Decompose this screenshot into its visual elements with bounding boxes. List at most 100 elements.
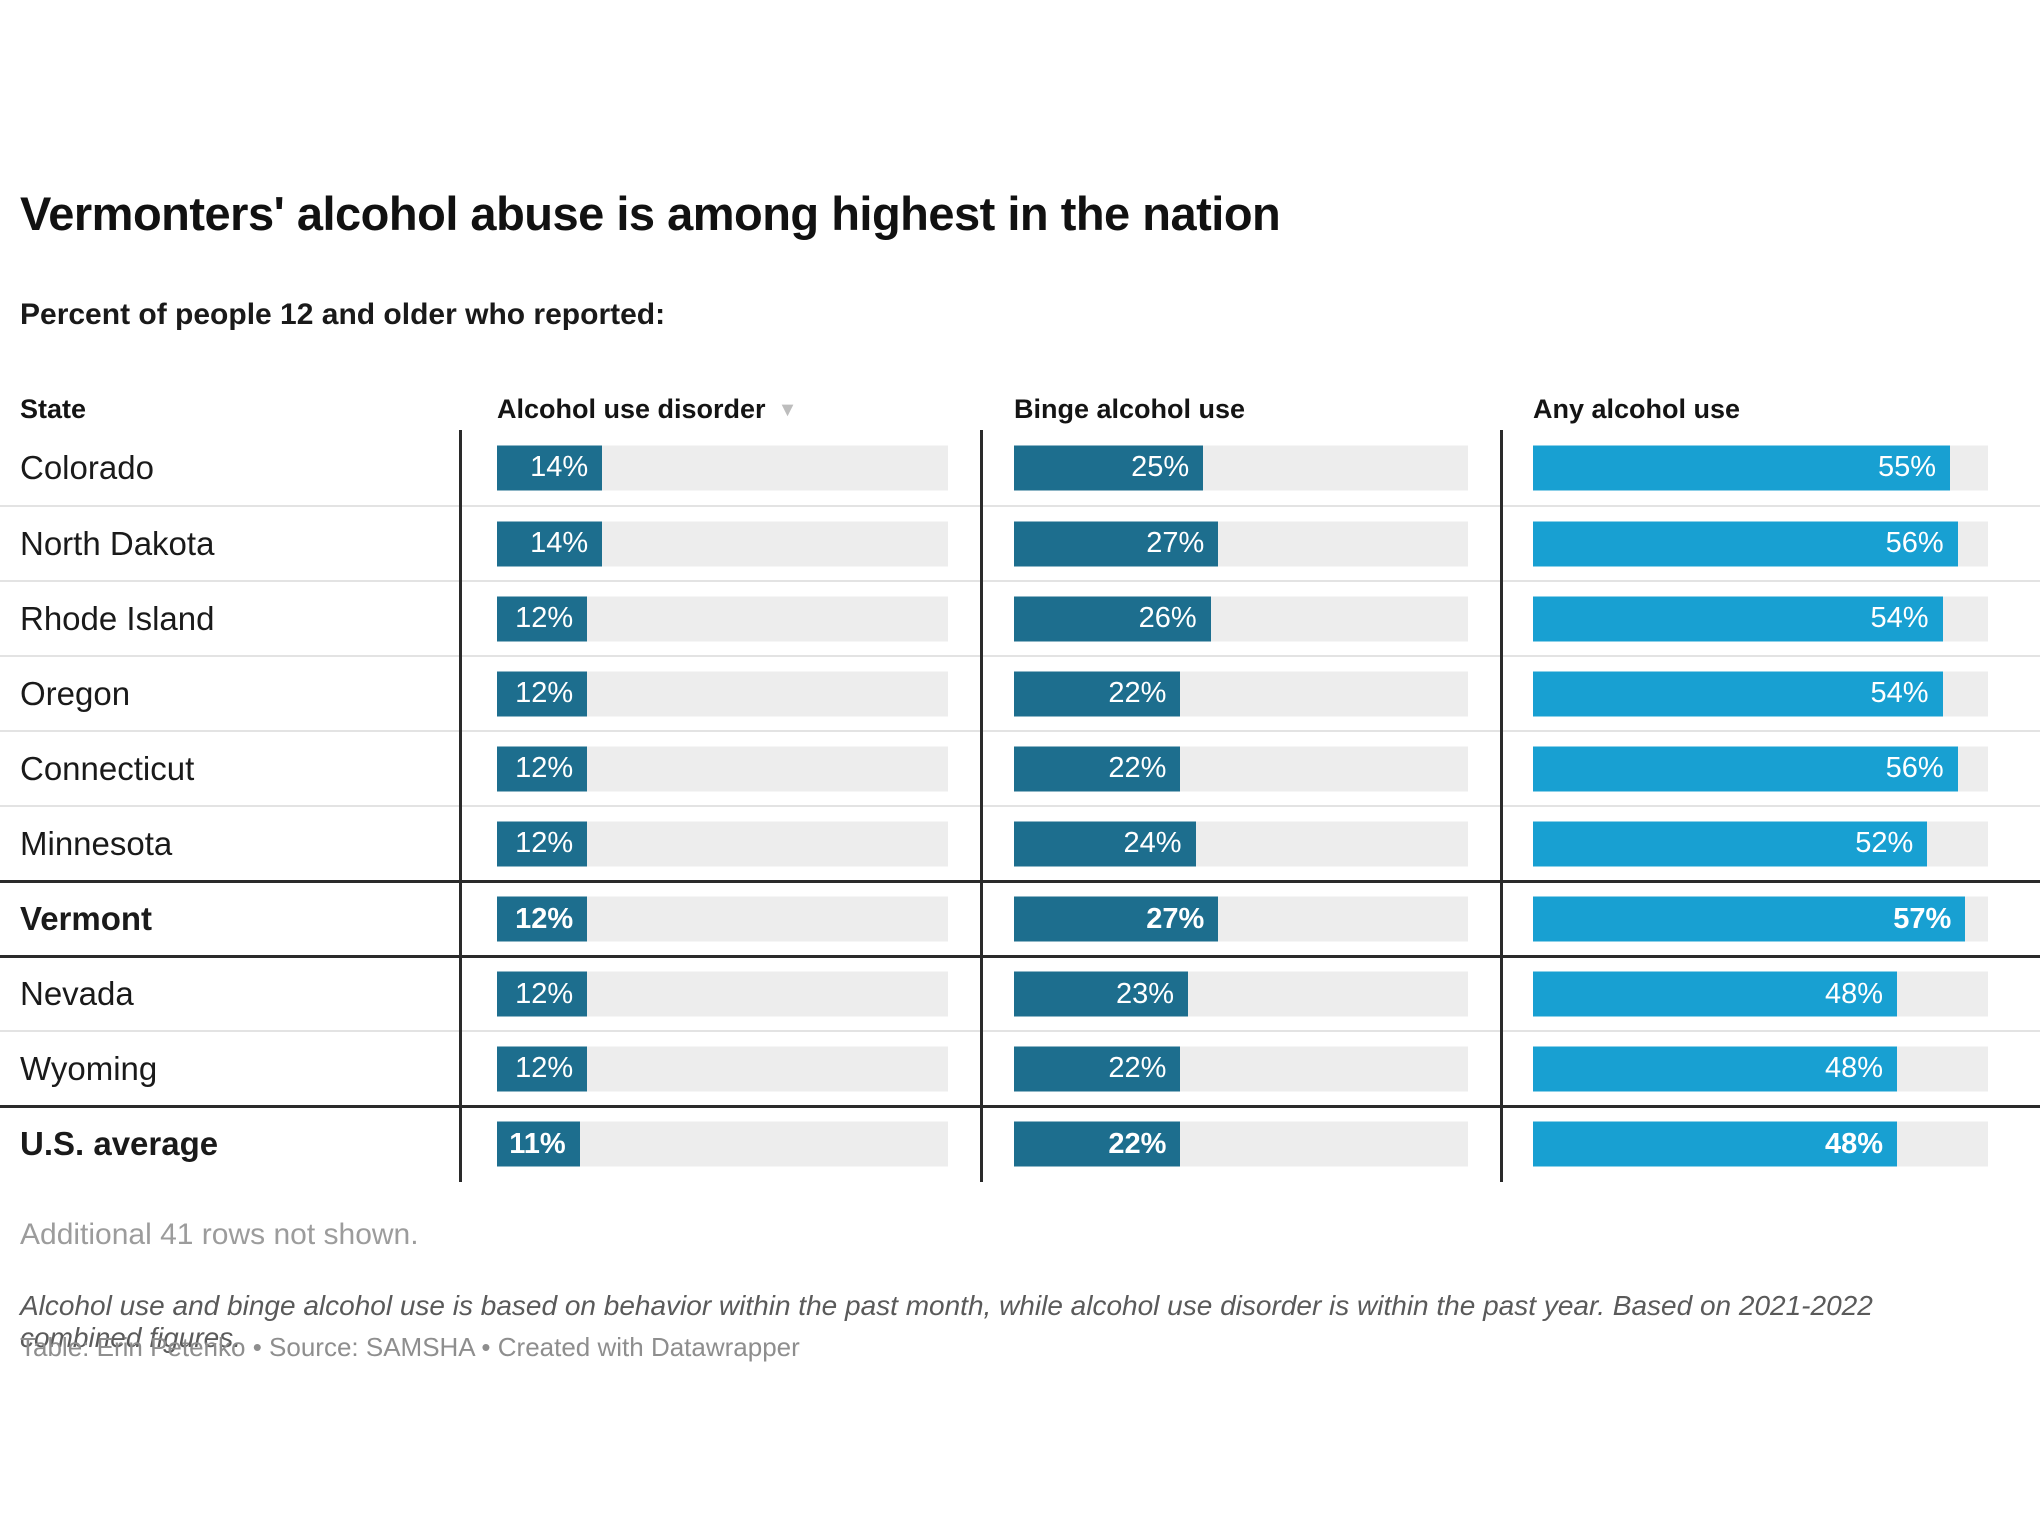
bar-binge-alcohol-use: 23% — [1014, 958, 1468, 1030]
bar-value-label: 24% — [1123, 827, 1182, 859]
bar-value-label: 22% — [1108, 1052, 1167, 1084]
state-label: Oregon — [20, 674, 131, 712]
table-row: U.S. average 11% 22% 48% — [0, 1105, 2040, 1180]
bar-binge-alcohol-use: 26% — [1014, 582, 1468, 655]
bar-fill: 11% — [497, 1121, 580, 1167]
bar-fill: 25% — [1014, 445, 1204, 490]
bar-track: 14% — [497, 445, 948, 490]
bar-fill: 26% — [1014, 596, 1211, 641]
column-header-alcohol-use-disorder[interactable]: Alcohol use disorder ▼ — [497, 394, 797, 425]
bar-track: 22% — [1014, 746, 1468, 791]
bar-value-label: 25% — [1131, 451, 1190, 483]
bar-track: 27% — [1014, 896, 1468, 942]
bar-any-alcohol-use: 48% — [1533, 958, 1988, 1030]
bar-alcohol-use-disorder: 12% — [497, 1032, 948, 1105]
bar-track: 14% — [497, 521, 948, 566]
bar-binge-alcohol-use: 22% — [1014, 657, 1468, 730]
bar-alcohol-use-disorder: 12% — [497, 732, 948, 805]
table-row: Colorado 14% 25% 55% — [0, 430, 2040, 505]
bar-fill: 57% — [1533, 896, 1966, 942]
column-divider-1 — [459, 430, 462, 1182]
bar-value-label: 27% — [1146, 527, 1205, 559]
bar-fill: 52% — [1533, 821, 1928, 866]
state-label: Wyoming — [20, 1049, 158, 1087]
bar-value-label: 56% — [1885, 752, 1944, 784]
bar-fill: 12% — [497, 671, 588, 716]
bar-track: 22% — [1014, 1046, 1468, 1091]
bar-value-label: 48% — [1824, 977, 1883, 1010]
bar-any-alcohol-use: 54% — [1533, 657, 1988, 730]
page-title: Vermonters' alcohol abuse is among highe… — [20, 187, 1281, 240]
table-row: Vermont 12% 27% 57% — [0, 880, 2040, 955]
bar-track: 23% — [1014, 971, 1468, 1017]
bar-value-label: 22% — [1108, 1127, 1167, 1160]
bar-fill: 54% — [1533, 596, 1943, 641]
bar-value-label: 23% — [1115, 977, 1175, 1010]
bar-alcohol-use-disorder: 14% — [497, 507, 948, 580]
bar-value-label: 12% — [515, 977, 574, 1010]
table-row: Wyoming 12% 22% 48% — [0, 1030, 2040, 1105]
bar-value-label: 55% — [1878, 451, 1937, 483]
bar-value-label: 22% — [1108, 752, 1167, 784]
bar-value-label: 48% — [1824, 1052, 1883, 1084]
bar-track: 27% — [1014, 521, 1468, 566]
footnote: Alcohol use and binge alcohol use is bas… — [20, 1290, 1873, 1353]
bar-binge-alcohol-use: 27% — [1014, 507, 1468, 580]
rows-not-shown-note: Additional 41 rows not shown. — [20, 1218, 419, 1251]
bar-value-label: 48% — [1824, 1127, 1883, 1160]
state-label: Connecticut — [20, 749, 195, 787]
column-header-state[interactable]: State — [20, 394, 87, 424]
bar-any-alcohol-use: 56% — [1533, 732, 1988, 805]
bar-track: 48% — [1533, 1046, 1988, 1091]
bar-value-label: 12% — [515, 602, 574, 634]
table-header-row: State Alcohol use disorder ▼ Binge alcoho… — [0, 394, 2040, 434]
state-label: U.S. average — [20, 1125, 219, 1162]
bar-fill: 14% — [497, 521, 603, 566]
bar-alcohol-use-disorder: 12% — [497, 807, 948, 880]
bar-fill: 48% — [1533, 1046, 1897, 1091]
bar-value-label: 52% — [1855, 827, 1914, 859]
bar-fill: 12% — [497, 596, 588, 641]
bar-track: 11% — [497, 1121, 948, 1167]
bar-binge-alcohol-use: 22% — [1014, 1108, 1468, 1180]
bar-track: 24% — [1014, 821, 1468, 866]
sort-descending-icon: ▼ — [777, 399, 798, 421]
bar-alcohol-use-disorder: 12% — [497, 883, 948, 955]
bar-value-label: 54% — [1870, 677, 1929, 709]
bar-track: 12% — [497, 1046, 948, 1091]
state-label: Minnesota — [20, 824, 173, 862]
bar-track: 48% — [1533, 1121, 1988, 1167]
bar-fill: 55% — [1533, 445, 1951, 490]
bar-track: 54% — [1533, 671, 1988, 716]
bar-fill: 22% — [1014, 671, 1181, 716]
bar-binge-alcohol-use: 25% — [1014, 430, 1468, 505]
bar-fill: 12% — [497, 1046, 588, 1091]
bar-track: 25% — [1014, 445, 1468, 490]
column-header-any-alcohol-use[interactable]: Any alcohol use — [1533, 394, 1741, 424]
bar-value-label: 26% — [1138, 602, 1197, 634]
bar-track: 55% — [1533, 445, 1988, 490]
bar-fill: 48% — [1533, 1121, 1897, 1167]
bar-track: 48% — [1533, 971, 1988, 1017]
bar-any-alcohol-use: 48% — [1533, 1108, 1988, 1180]
state-label: Nevada — [20, 975, 134, 1012]
bar-track: 12% — [497, 896, 948, 942]
subtitle: Percent of people 12 and older who repor… — [20, 298, 666, 331]
bar-any-alcohol-use: 56% — [1533, 507, 1988, 580]
bar-binge-alcohol-use: 22% — [1014, 732, 1468, 805]
bar-fill: 12% — [497, 896, 588, 942]
column-header-binge-alcohol-use[interactable]: Binge alcohol use — [1014, 394, 1246, 424]
bar-fill: 12% — [497, 821, 588, 866]
column-divider-3 — [1500, 430, 1503, 1182]
state-label: North Dakota — [20, 524, 215, 562]
bar-track: 56% — [1533, 521, 1988, 566]
bar-binge-alcohol-use: 24% — [1014, 807, 1468, 880]
bar-track: 22% — [1014, 1121, 1468, 1167]
bar-track: 22% — [1014, 671, 1468, 716]
bar-fill: 14% — [497, 445, 603, 490]
bar-track: 57% — [1533, 896, 1988, 942]
bar-value-label: 11% — [509, 1127, 566, 1160]
bar-any-alcohol-use: 57% — [1533, 883, 1988, 955]
bar-fill: 27% — [1014, 896, 1219, 942]
